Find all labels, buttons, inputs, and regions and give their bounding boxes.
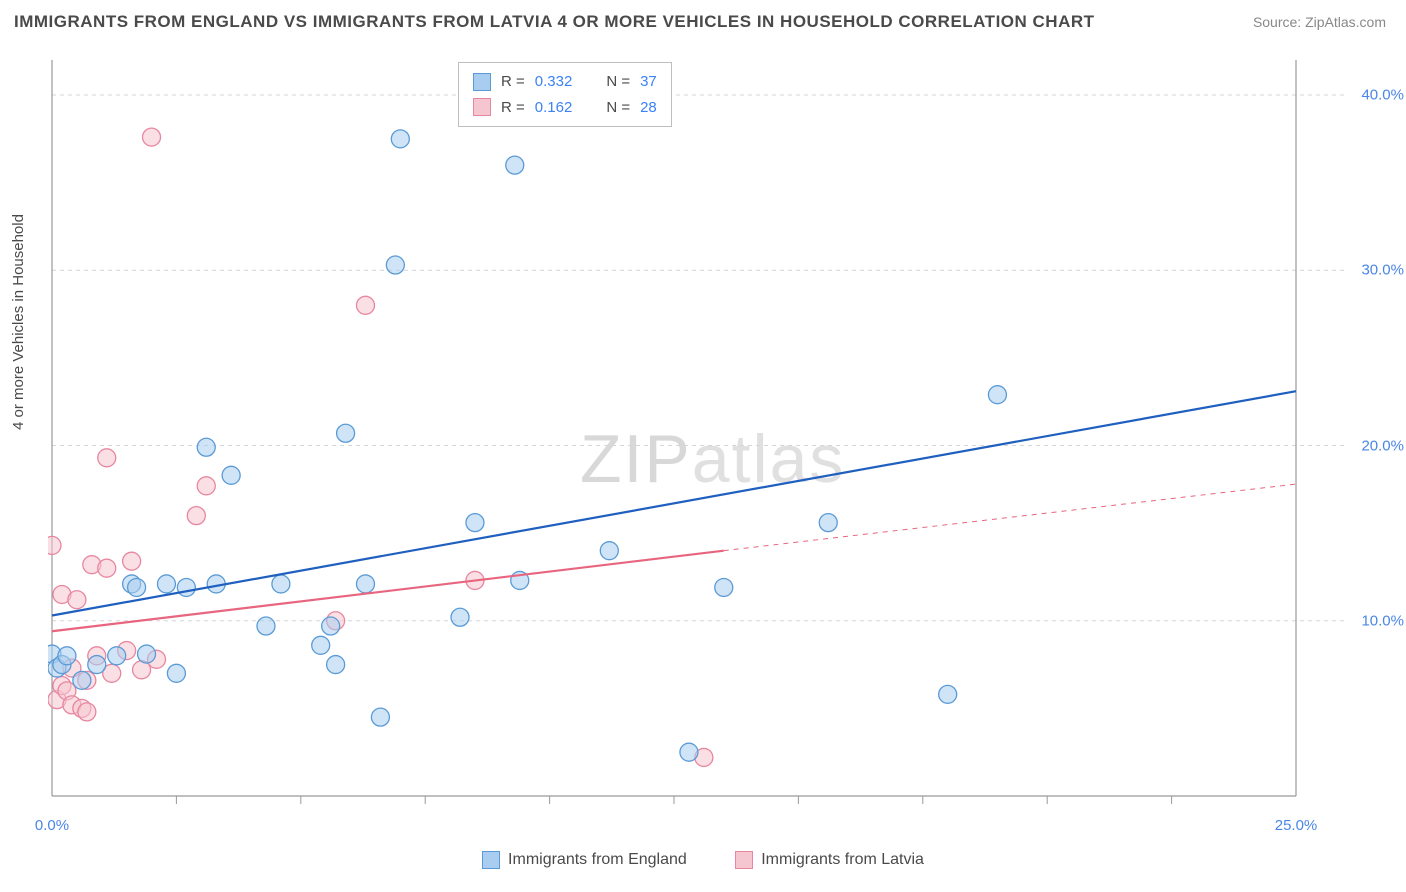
y-tick-label: 40.0% [1361,87,1404,104]
x-tick-label: 0.0% [35,817,69,834]
x-tick-label: 25.0% [1275,817,1318,834]
legend-label: Immigrants from England [508,851,687,869]
n-label: N = [606,69,630,95]
y-tick-label: 10.0% [1361,612,1404,629]
y-tick-label: 20.0% [1361,437,1404,454]
n-value: 28 [640,95,657,121]
y-tick-label: 30.0% [1361,262,1404,279]
legend: Immigrants from England Immigrants from … [0,851,1406,874]
correlation-stats-box: R = 0.332 N = 37 R = 0.162 N = 28 [458,62,672,127]
scatter-chart [48,56,1348,810]
r-label: R = [501,95,525,121]
n-value: 37 [640,69,657,95]
chart-area: 10.0%20.0%30.0%40.0%0.0%25.0% [48,56,1348,810]
legend-label: Immigrants from Latvia [761,851,924,869]
r-value: 0.162 [535,95,573,121]
source-attribution: Source: ZipAtlas.com [1253,14,1386,30]
legend-square-icon [473,73,491,91]
y-axis-label: 4 or more Vehicles in Household [10,214,27,430]
chart-title: IMMIGRANTS FROM ENGLAND VS IMMIGRANTS FR… [14,12,1095,32]
legend-item-latvia: Immigrants from Latvia [735,851,924,869]
legend-square-icon [735,851,753,869]
legend-item-england: Immigrants from England [482,851,687,869]
n-label: N = [606,95,630,121]
r-label: R = [501,69,525,95]
stats-row-england: R = 0.332 N = 37 [473,69,657,95]
legend-square-icon [482,851,500,869]
legend-square-icon [473,98,491,116]
r-value: 0.332 [535,69,573,95]
stats-row-latvia: R = 0.162 N = 28 [473,95,657,121]
